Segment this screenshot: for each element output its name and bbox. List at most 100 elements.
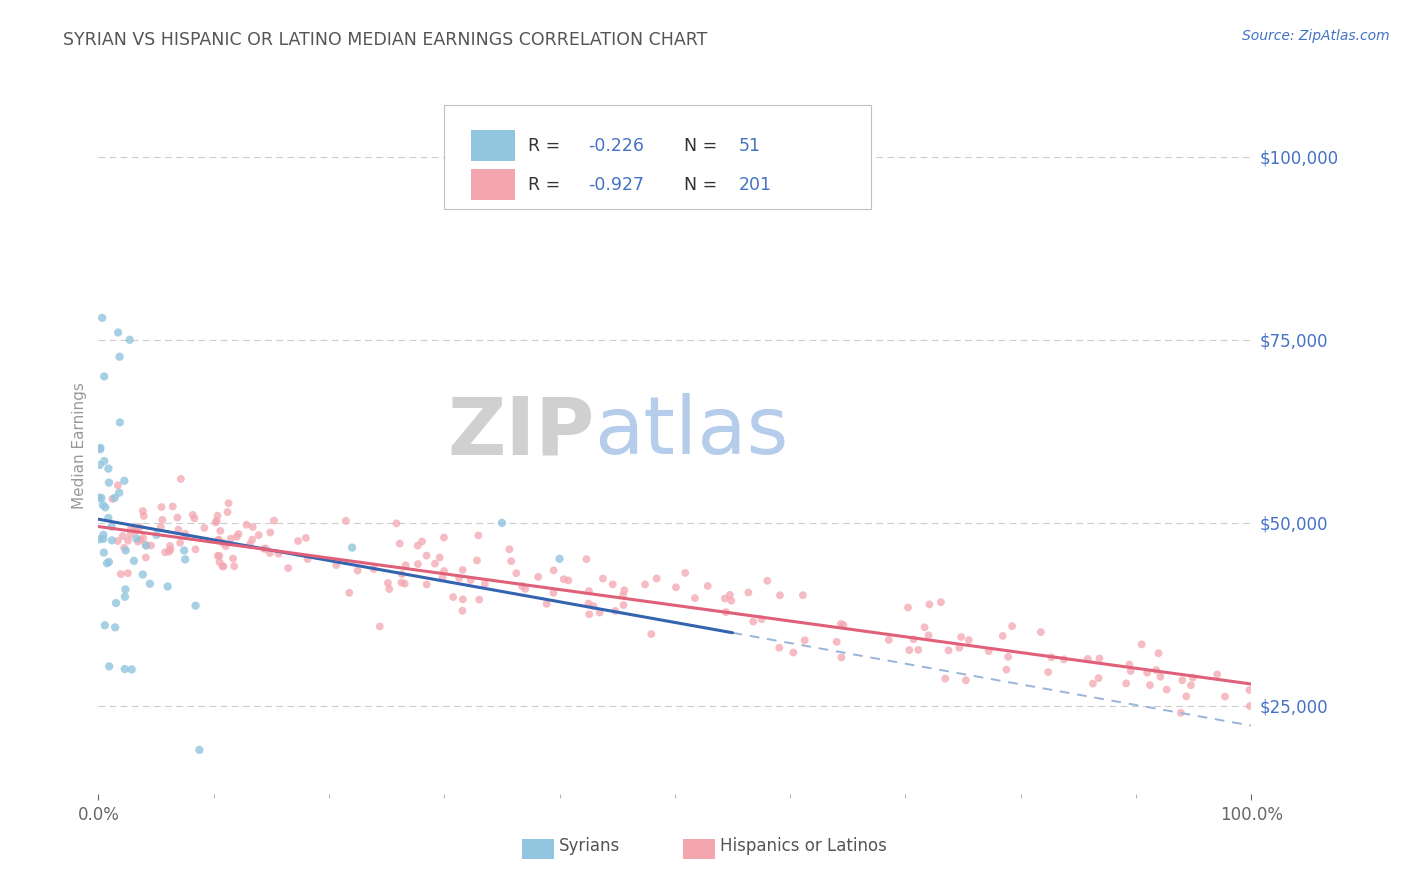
Point [337, 586, 360, 600]
Point [89, 442, 111, 457]
FancyBboxPatch shape [471, 169, 515, 200]
Point [1175, 690, 1198, 704]
Point [1036, 665, 1059, 680]
Point [1239, 699, 1261, 714]
Point [1147, 646, 1170, 660]
Point [536, 597, 558, 611]
Point [94, 500, 117, 515]
Point [1171, 673, 1194, 688]
Point [114, 590, 136, 604]
Point [449, 571, 471, 585]
Point [451, 604, 474, 618]
Point [132, 567, 155, 582]
Point [451, 592, 474, 607]
Point [97, 511, 120, 525]
Point [830, 616, 852, 631]
Point [673, 566, 696, 580]
Point [1081, 676, 1104, 690]
Point [465, 553, 488, 567]
Point [98, 659, 121, 673]
Point [297, 552, 319, 566]
Point [139, 576, 162, 591]
Point [612, 588, 634, 602]
Point [1149, 670, 1171, 684]
Point [1130, 637, 1153, 651]
Point [394, 576, 416, 591]
Point [825, 635, 848, 649]
Point [204, 516, 226, 530]
Point [696, 579, 718, 593]
Text: R =: R = [529, 176, 567, 194]
Point [433, 531, 456, 545]
Point [87, 491, 110, 505]
Point [114, 662, 136, 676]
Point [1029, 625, 1052, 640]
Point [97, 475, 120, 490]
Point [793, 633, 815, 648]
Point [914, 620, 936, 634]
Point [553, 572, 575, 586]
Point [1170, 706, 1192, 720]
Point [1118, 657, 1140, 672]
Point [441, 590, 464, 604]
Point [592, 572, 614, 586]
Text: -0.226: -0.226 [589, 136, 644, 154]
Point [156, 580, 179, 594]
Point [104, 620, 127, 634]
Point [112, 474, 135, 488]
Point [950, 630, 973, 644]
Point [235, 517, 257, 532]
Point [208, 533, 231, 548]
Point [253, 541, 276, 556]
Point [683, 591, 706, 606]
FancyBboxPatch shape [471, 130, 515, 161]
Point [122, 554, 145, 568]
Point [769, 588, 792, 602]
Point [491, 516, 513, 530]
Point [602, 577, 624, 591]
Point [423, 557, 446, 571]
Text: N =: N = [685, 176, 723, 194]
Point [406, 557, 429, 571]
Text: Source: ZipAtlas.com: Source: ZipAtlas.com [1241, 29, 1389, 43]
Point [363, 562, 385, 576]
Point [101, 533, 124, 548]
Point [468, 592, 491, 607]
Point [108, 416, 131, 430]
Point [460, 573, 482, 587]
Point [208, 549, 231, 563]
Point [219, 532, 242, 546]
Point [578, 607, 600, 622]
Point [665, 580, 688, 594]
Point [193, 521, 215, 535]
Point [174, 526, 197, 541]
Point [792, 588, 814, 602]
Point [259, 546, 281, 560]
Point [114, 543, 136, 558]
FancyBboxPatch shape [444, 105, 870, 210]
Point [207, 533, 229, 547]
Point [218, 496, 240, 510]
Point [1001, 619, 1024, 633]
Point [1087, 671, 1109, 685]
Point [1077, 652, 1099, 666]
Point [90, 491, 112, 505]
Point [1115, 676, 1137, 690]
Point [263, 514, 285, 528]
Point [501, 554, 523, 568]
Point [1213, 690, 1236, 704]
Point [173, 543, 195, 558]
Point [578, 597, 600, 611]
Point [378, 582, 401, 596]
Point [991, 629, 1014, 643]
Point [132, 504, 155, 518]
Point [254, 541, 277, 556]
Point [575, 552, 598, 566]
Point [782, 646, 804, 660]
Point [543, 586, 565, 600]
Point [295, 531, 318, 545]
Point [247, 528, 270, 542]
Point [120, 521, 142, 535]
Point [335, 514, 357, 528]
Point [211, 559, 233, 574]
